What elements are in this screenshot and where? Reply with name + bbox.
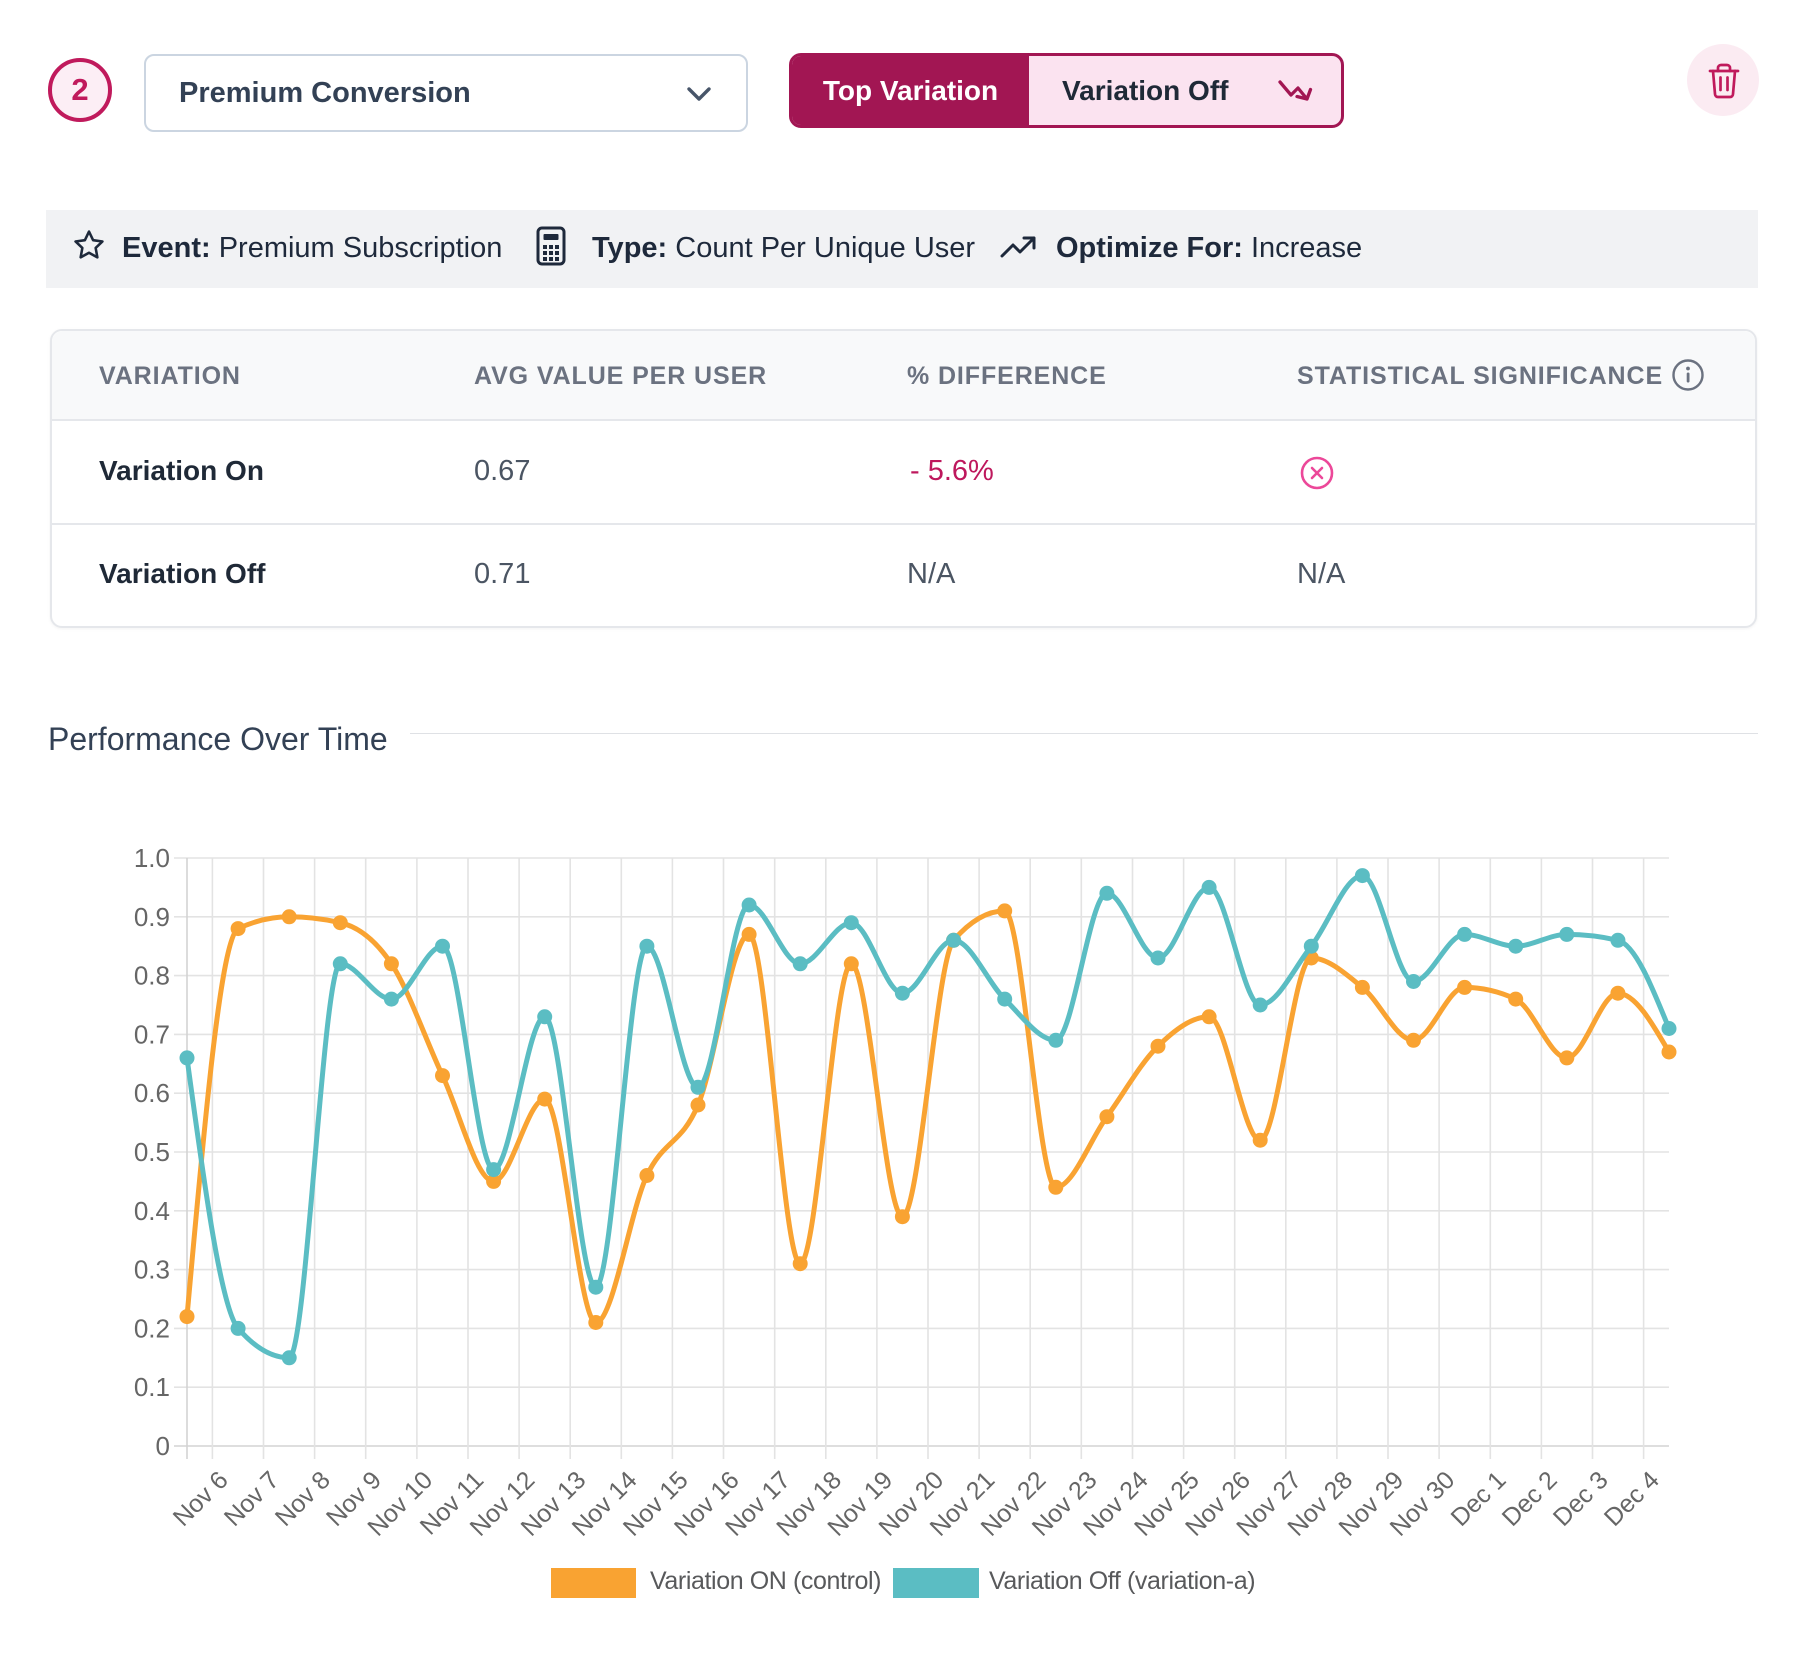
svg-text:Nov 6: Nov 6 — [168, 1466, 234, 1532]
svg-text:0.2: 0.2 — [134, 1313, 170, 1343]
svg-text:Nov 8: Nov 8 — [270, 1466, 336, 1532]
svg-text:1.0: 1.0 — [134, 843, 170, 873]
svg-text:0: 0 — [156, 1431, 170, 1461]
svg-text:Nov 7: Nov 7 — [219, 1466, 285, 1532]
svg-text:0.4: 0.4 — [134, 1196, 170, 1226]
svg-text:0.5: 0.5 — [134, 1137, 170, 1167]
svg-text:0.3: 0.3 — [134, 1255, 170, 1285]
svg-text:Dec 3: Dec 3 — [1548, 1466, 1614, 1532]
svg-text:Dec 2: Dec 2 — [1497, 1466, 1563, 1532]
svg-text:Dec 4: Dec 4 — [1599, 1466, 1665, 1532]
svg-text:0.1: 0.1 — [134, 1372, 170, 1402]
svg-text:0.8: 0.8 — [134, 961, 170, 991]
svg-text:0.6: 0.6 — [134, 1078, 170, 1108]
svg-text:0.9: 0.9 — [134, 902, 170, 932]
svg-text:Dec 1: Dec 1 — [1446, 1466, 1512, 1532]
svg-text:0.7: 0.7 — [134, 1019, 170, 1049]
